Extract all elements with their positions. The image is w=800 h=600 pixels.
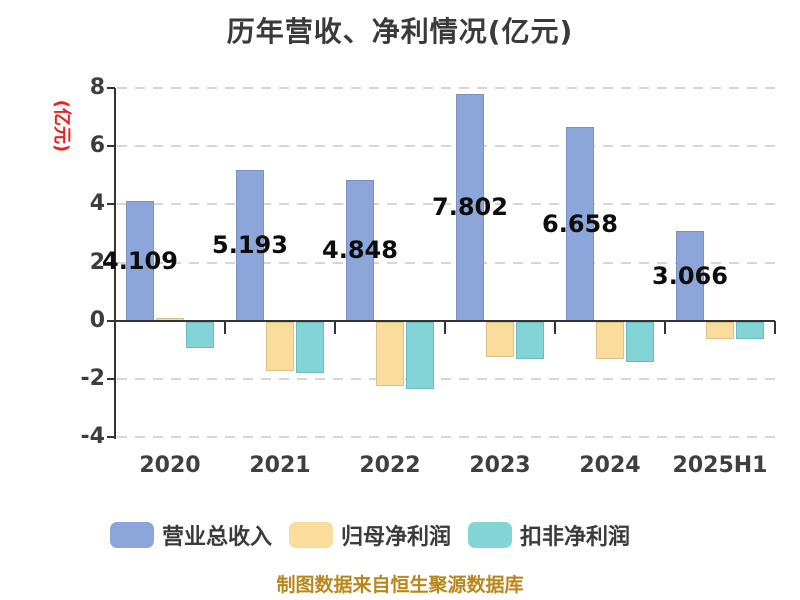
x-axis-tickmark	[224, 320, 226, 334]
y-axis-tickmark	[107, 436, 115, 438]
y-axis-tick-label: -4	[80, 424, 105, 449]
y-axis-tickmark	[107, 319, 115, 322]
bar-2023-series-2	[516, 321, 544, 360]
y-axis-tickmark	[107, 261, 115, 264]
y-axis-tick-label: 8	[89, 75, 105, 100]
x-axis-tickmark	[444, 320, 446, 334]
gridline-y-4	[117, 203, 775, 206]
bar-2025H1-series-0	[676, 231, 704, 321]
bar-value-label: 6.658	[542, 209, 618, 238]
x-axis-tickmark	[334, 320, 336, 334]
legend-label-1: 归母净利润	[341, 525, 452, 550]
x-axis-label-2021: 2021	[249, 453, 311, 478]
y-axis-tick-label: 6	[89, 133, 105, 159]
bar-2022-series-2	[406, 321, 434, 389]
legend-label-0: 营业总收入	[162, 525, 273, 550]
legend: 营业总收入 归母净利润 扣非净利润	[110, 519, 630, 551]
bar-2022-series-1	[376, 321, 404, 386]
legend-item-1: 归母净利润	[289, 519, 451, 551]
x-axis-tickmark	[554, 320, 556, 334]
legend-swatch-2	[468, 522, 513, 548]
x-axis-label-2025H1: 2025H1	[672, 453, 768, 478]
y-axis-tick-label: 4	[89, 191, 105, 217]
legend-swatch-0	[110, 522, 154, 548]
bar-2025H1-series-2	[736, 321, 764, 340]
gridline-y--4	[117, 436, 775, 438]
gridline-y-2	[117, 261, 775, 264]
bar-2024-series-0	[566, 127, 594, 321]
x-axis-label-2024: 2024	[579, 453, 641, 478]
bar-value-label: 7.802	[432, 193, 508, 222]
x-axis-label-2022: 2022	[359, 453, 421, 478]
bar-2025H1-series-1	[706, 321, 734, 340]
x-axis-tickmark	[664, 320, 666, 334]
bar-2023-series-1	[486, 321, 514, 357]
y-axis-tickmark	[107, 87, 115, 89]
gridline-y-6	[117, 145, 775, 148]
bar-2024-series-2	[626, 321, 654, 363]
gridline-y--2	[117, 377, 775, 380]
footer-source-note: 制图数据来自恒生聚源数据库	[276, 574, 524, 596]
x-axis-label-2023: 2023	[469, 453, 531, 478]
y-axis-tick-label: 0	[89, 307, 105, 333]
x-axis-tickmark	[774, 320, 776, 334]
bar-value-label: 4.848	[322, 236, 398, 265]
bar-value-label: 3.066	[652, 262, 728, 291]
bar-2020-series-2	[186, 321, 214, 348]
bar-2020-series-0	[126, 201, 154, 321]
legend-label-2: 扣非净利润	[520, 525, 631, 550]
x-axis-tickmark	[114, 320, 116, 334]
legend-item-2: 扣非净利润	[468, 519, 630, 551]
bar-value-label: 4.109	[102, 246, 178, 275]
y-axis-tickmark	[107, 145, 115, 148]
y-axis-tick-label: 2	[89, 249, 105, 275]
bar-2024-series-1	[596, 321, 624, 360]
y-axis-tickmark	[107, 377, 115, 380]
y-axis-line	[114, 88, 116, 439]
x-axis-label-2020: 2020	[139, 453, 201, 478]
gridline-y-8	[117, 87, 775, 89]
y-axis-tick-label: -2	[80, 365, 105, 391]
legend-item-0: 营业总收入	[110, 519, 272, 551]
bar-value-label: 5.193	[212, 231, 288, 260]
bar-2021-series-2	[296, 321, 324, 373]
chart-title: 历年营收、净利情况(亿元)	[226, 15, 574, 48]
bar-2022-series-0	[346, 179, 374, 321]
bar-2021-series-1	[266, 321, 294, 372]
y-axis-tickmark	[107, 203, 115, 206]
legend-swatch-1	[289, 522, 334, 548]
